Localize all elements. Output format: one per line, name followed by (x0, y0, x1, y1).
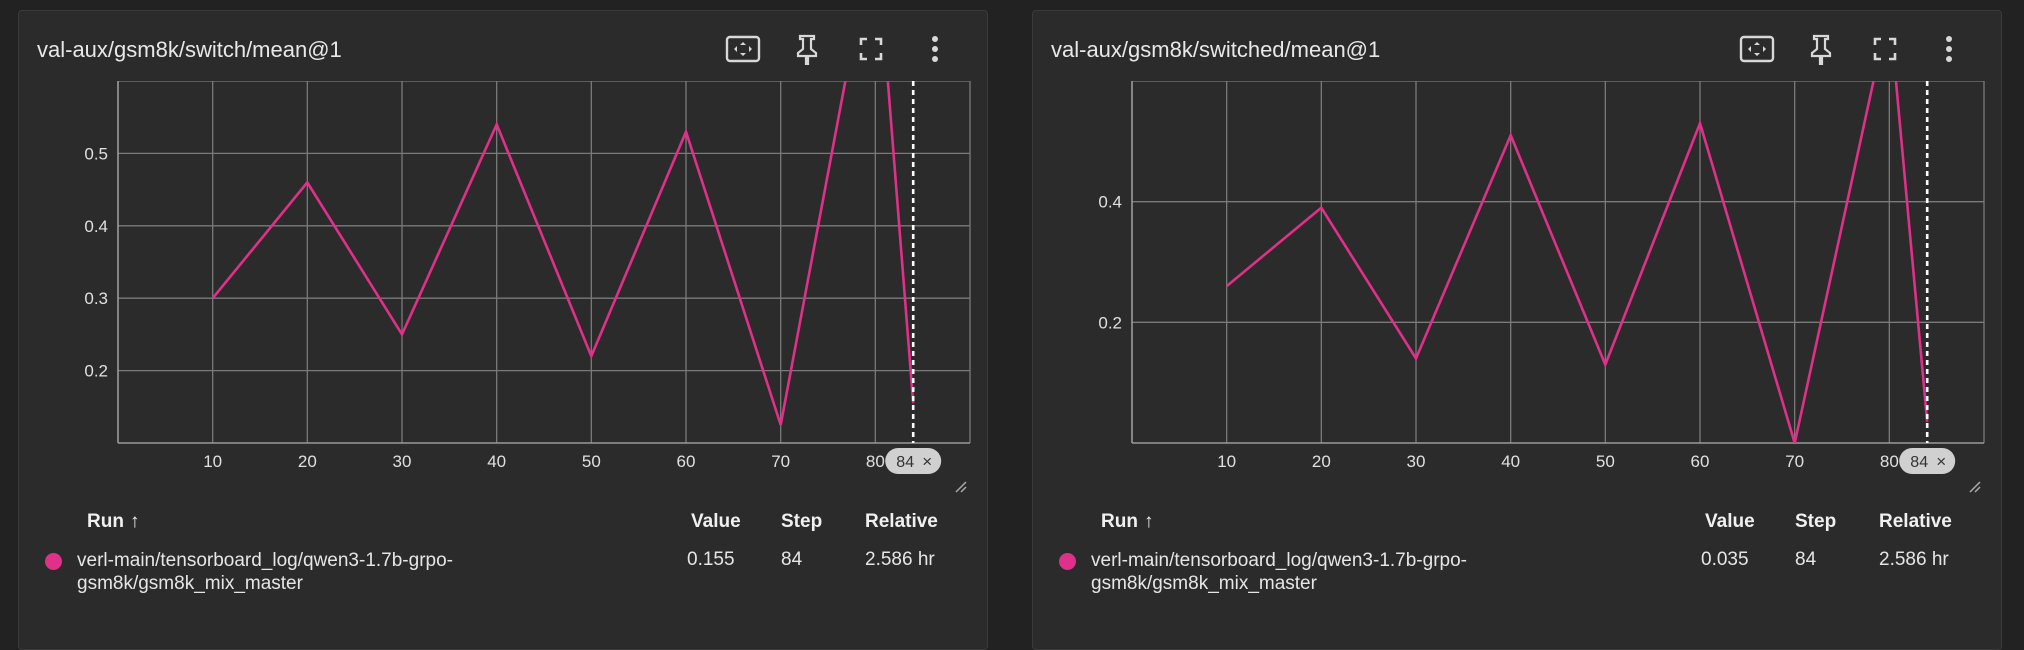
x-tick-label: 70 (771, 452, 790, 471)
y-tick-label: 0.2 (1098, 313, 1122, 332)
x-tick-label: 30 (393, 452, 412, 471)
more-options-button[interactable] (903, 29, 967, 69)
fit-domain-button[interactable] (711, 29, 775, 69)
x-tick-label: 60 (1691, 452, 1710, 471)
pin-icon (1808, 33, 1834, 65)
step-cursor-label: 84 (1910, 454, 1928, 471)
y-tick-label: 0.5 (84, 144, 108, 163)
y-tick-label: 0.3 (84, 289, 108, 308)
x-tick-label: 20 (298, 452, 317, 471)
more-vert-icon (930, 34, 940, 64)
x-tick-label: 30 (1407, 452, 1426, 471)
relative-column-header[interactable]: Relative (1879, 511, 1952, 533)
x-tick-label: 80 (866, 452, 885, 471)
x-tick-label: 50 (1596, 452, 1615, 471)
run-column-header[interactable]: Run↑ (1101, 511, 1153, 533)
value-column-header[interactable]: Value (1705, 511, 1755, 533)
sort-arrow-icon: ↑ (1144, 511, 1154, 532)
close-icon[interactable]: × (1936, 452, 1946, 471)
chart-toolbar (711, 29, 967, 69)
chart-toolbar (1725, 29, 1981, 69)
line-chart[interactable]: 10 20 30 40 50 60 70 80 0.2 0.3 0.4 0.5 84 × (19, 81, 989, 481)
more-vert-icon (1944, 34, 1954, 64)
more-options-button[interactable] (1917, 29, 1981, 69)
run-name: verl-main/tensorboard_log/qwen3-1.7b-grp… (1091, 549, 1571, 595)
fullscreen-button[interactable] (1853, 29, 1917, 69)
x-tick-label: 40 (1501, 452, 1520, 471)
run-step: 84 (781, 549, 802, 571)
fit-domain-button[interactable] (1725, 29, 1789, 69)
chart-title: val-aux/gsm8k/switch/mean@1 (37, 37, 342, 63)
run-relative: 2.586 hr (865, 549, 935, 571)
fit-domain-icon (1739, 34, 1775, 64)
run-step: 84 (1795, 549, 1816, 571)
fullscreen-button[interactable] (839, 29, 903, 69)
y-tick-labels: 0.2 0.4 (1098, 193, 1122, 333)
series-points (213, 81, 914, 425)
x-tick-label: 60 (677, 452, 696, 471)
fullscreen-icon (858, 36, 884, 62)
x-tick-label: 80 (1880, 452, 1899, 471)
step-column-header[interactable]: Step (1795, 511, 1836, 533)
chart-title: val-aux/gsm8k/switched/mean@1 (1051, 37, 1380, 63)
step-column-header[interactable]: Step (781, 511, 822, 533)
pin-button[interactable] (1789, 29, 1853, 69)
x-tick-labels: 10 20 30 40 50 60 70 80 (203, 452, 885, 471)
chart-card-switched: val-aux/gsm8k/switched/mean@1 10 20 30 40 50… (1032, 10, 2002, 650)
step-cursor-chip[interactable]: 84 × (885, 448, 941, 474)
run-name: verl-main/tensorboard_log/qwen3-1.7b-grp… (77, 549, 557, 595)
run-color-dot[interactable] (45, 553, 62, 570)
series-line[interactable] (1227, 81, 1928, 443)
x-tick-label: 10 (1217, 452, 1236, 471)
series-line[interactable] (213, 81, 914, 425)
fullscreen-icon (1872, 36, 1898, 62)
sort-arrow-icon: ↑ (130, 511, 140, 532)
x-tick-label: 10 (203, 452, 222, 471)
run-value: 0.035 (1701, 549, 1749, 571)
y-tick-label: 0.4 (1098, 193, 1122, 212)
grid-lines (1132, 81, 1984, 443)
x-tick-label: 50 (582, 452, 601, 471)
fit-domain-icon (725, 34, 761, 64)
resize-handle-icon[interactable] (955, 481, 967, 493)
run-color-dot[interactable] (1059, 553, 1076, 570)
y-tick-label: 0.2 (84, 362, 108, 381)
series-points (1227, 81, 1928, 443)
line-chart[interactable]: 10 20 30 40 50 60 70 80 0.2 0.4 84 × (1033, 81, 2003, 481)
grid-lines (118, 81, 970, 443)
relative-column-header[interactable]: Relative (865, 511, 938, 533)
run-relative: 2.586 hr (1879, 549, 1949, 571)
run-value: 0.155 (687, 549, 735, 571)
step-cursor-chip[interactable]: 84 × (1899, 448, 1955, 474)
x-tick-label: 70 (1785, 452, 1804, 471)
x-tick-labels: 10 20 30 40 50 60 70 80 (1217, 452, 1899, 471)
step-cursor-label: 84 (896, 454, 914, 471)
y-tick-labels: 0.2 0.3 0.4 0.5 (84, 144, 108, 380)
y-tick-label: 0.4 (84, 217, 108, 236)
close-icon[interactable]: × (922, 452, 932, 471)
pin-button[interactable] (775, 29, 839, 69)
x-tick-label: 40 (487, 452, 506, 471)
x-tick-label: 20 (1312, 452, 1331, 471)
pin-icon (794, 33, 820, 65)
resize-handle-icon[interactable] (1969, 481, 1981, 493)
value-column-header[interactable]: Value (691, 511, 741, 533)
run-column-header[interactable]: Run↑ (87, 511, 139, 533)
chart-card-switch: val-aux/gsm8k/switch/mean@1 10 20 30 40 50 60… (18, 10, 988, 650)
